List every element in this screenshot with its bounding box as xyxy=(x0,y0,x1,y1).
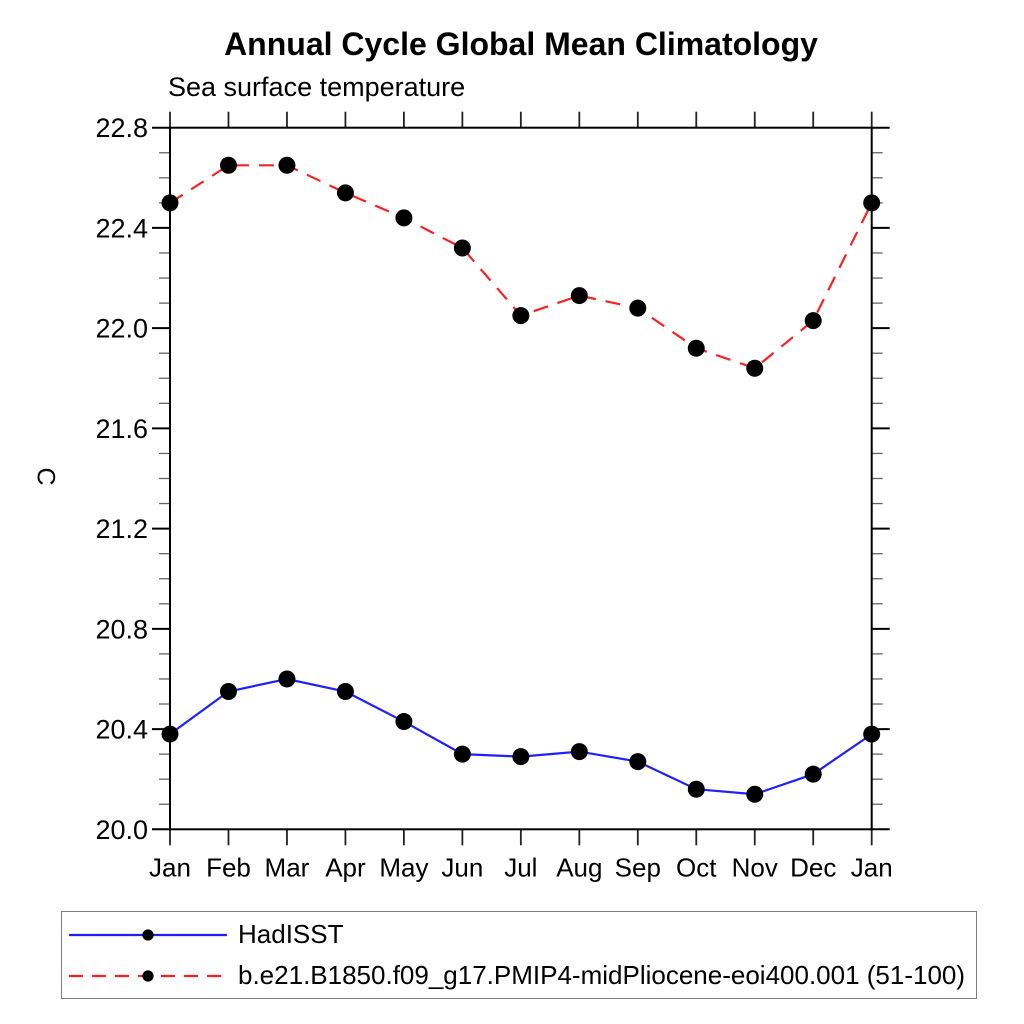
legend-row-model: b.e21.B1850.f09_g17.PMIP4-midPliocene-eo… xyxy=(67,956,976,996)
x-tick-label: Oct xyxy=(676,852,717,882)
legend-sample-line-dashed xyxy=(69,969,227,982)
data-point-marker xyxy=(512,748,530,766)
data-point-marker xyxy=(570,287,588,305)
x-tick-label: Sep xyxy=(615,852,661,882)
x-tick-label: May xyxy=(379,852,428,882)
legend: HadISST b.e21.B1850.f09_g17.PMIP4-midPli… xyxy=(61,911,977,999)
data-point-marker xyxy=(804,765,822,783)
legend-sample-line-solid xyxy=(69,928,227,941)
data-point-marker xyxy=(746,359,764,377)
data-point-marker xyxy=(863,725,881,743)
data-point-marker xyxy=(570,743,588,761)
data-point-marker xyxy=(219,682,237,700)
y-tick-label: 20.8 xyxy=(95,614,148,644)
data-point-marker xyxy=(863,194,881,212)
y-tick-label: 22.0 xyxy=(95,314,148,344)
data-point-marker xyxy=(804,312,822,330)
y-tick-label: 22.8 xyxy=(95,113,148,143)
plot-frame xyxy=(169,126,873,831)
x-tick-label: Jan xyxy=(851,852,893,882)
legend-label-model: b.e21.B1850.f09_g17.PMIP4-midPliocene-eo… xyxy=(238,960,966,990)
data-point-marker xyxy=(336,184,354,202)
chart-title: Annual Cycle Global Mean Climatology xyxy=(224,26,818,62)
data-point-marker xyxy=(395,713,413,731)
data-point-marker xyxy=(629,753,647,771)
series-line-0 xyxy=(169,677,873,796)
x-tick-label: Jan xyxy=(149,852,191,882)
data-point-marker xyxy=(512,307,530,325)
y-tick-label: 21.6 xyxy=(95,414,148,444)
y-tick-label: 20.0 xyxy=(95,815,148,845)
x-tick-label: Feb xyxy=(206,852,251,882)
data-point-marker xyxy=(278,156,296,174)
x-tick-label: Jul xyxy=(504,852,537,882)
data-point-marker xyxy=(453,745,471,763)
legend-label-hadisst: HadISST xyxy=(238,919,344,949)
data-point-marker xyxy=(629,299,647,317)
legend-row-hadisst: HadISST xyxy=(67,915,976,955)
data-point-marker xyxy=(278,670,296,688)
data-point-marker xyxy=(219,156,237,174)
chart-subtitle: Sea surface temperature xyxy=(168,72,466,102)
data-point-marker xyxy=(453,239,471,257)
x-tick-label: Nov xyxy=(732,852,778,882)
data-point-marker xyxy=(395,209,413,227)
x-tick-label: Jun xyxy=(441,852,483,882)
y-tick-label: 22.4 xyxy=(95,213,148,243)
data-point-marker xyxy=(336,682,354,700)
x-tick-label: Mar xyxy=(265,852,310,882)
data-point-marker xyxy=(687,339,705,357)
data-point-marker xyxy=(161,725,179,743)
x-tick-label: Apr xyxy=(325,852,366,882)
y-tick-label: 20.4 xyxy=(95,715,148,745)
x-tick-label: Aug xyxy=(556,852,602,882)
y-tick-label: 21.2 xyxy=(95,514,148,544)
data-point-marker xyxy=(687,780,705,798)
series-line-1 xyxy=(169,164,873,370)
data-point-marker xyxy=(161,194,179,212)
x-tick-label: Dec xyxy=(790,852,836,882)
data-point-marker xyxy=(746,785,764,803)
